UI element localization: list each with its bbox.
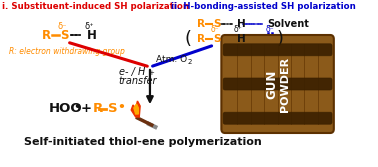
Text: transfer: transfer — [119, 76, 157, 86]
Text: ): ) — [277, 30, 284, 48]
Ellipse shape — [233, 122, 322, 130]
Text: HOO: HOO — [49, 103, 83, 116]
Text: R: electron withdrawing group: R: electron withdrawing group — [9, 47, 125, 56]
Text: R: R — [42, 29, 51, 42]
Text: +: + — [148, 70, 154, 76]
Text: H: H — [237, 34, 245, 44]
FancyBboxPatch shape — [223, 78, 332, 90]
Text: •: • — [117, 101, 125, 114]
Text: δ⁺: δ⁺ — [234, 25, 243, 34]
Text: δ⁻: δ⁻ — [58, 22, 67, 31]
Text: Self-initiated thiol-ene polymerization: Self-initiated thiol-ene polymerization — [24, 137, 262, 147]
Text: •: • — [73, 101, 81, 114]
FancyBboxPatch shape — [222, 35, 334, 133]
Text: 2: 2 — [187, 59, 192, 65]
Text: ii. H-bonding-assisted SH polarization: ii. H-bonding-assisted SH polarization — [171, 2, 356, 11]
Text: GUN: GUN — [266, 69, 279, 99]
Text: S: S — [213, 34, 221, 44]
Text: Solvent: Solvent — [267, 19, 309, 29]
Text: S: S — [108, 103, 118, 116]
Text: S: S — [213, 19, 221, 29]
Text: (: ( — [185, 30, 192, 48]
Text: POWDER: POWDER — [280, 56, 290, 112]
FancyBboxPatch shape — [223, 44, 332, 56]
Text: H: H — [87, 29, 96, 42]
Text: H: H — [237, 19, 245, 29]
Text: R: R — [197, 34, 205, 44]
Text: δ⁻: δ⁻ — [211, 25, 219, 34]
Text: R: R — [93, 103, 103, 116]
Text: δ⁻: δ⁻ — [265, 25, 274, 34]
FancyBboxPatch shape — [223, 112, 332, 124]
Text: i. Substituent-induced SH polarization: i. Substituent-induced SH polarization — [2, 2, 189, 11]
Text: δ⁺: δ⁺ — [84, 22, 94, 31]
Polygon shape — [134, 104, 138, 114]
Polygon shape — [131, 101, 140, 117]
Text: +: + — [81, 103, 91, 116]
Text: R: R — [197, 19, 205, 29]
Text: Atm. O: Atm. O — [156, 54, 187, 63]
Text: e- / H: e- / H — [119, 67, 145, 77]
Text: S: S — [60, 29, 68, 42]
